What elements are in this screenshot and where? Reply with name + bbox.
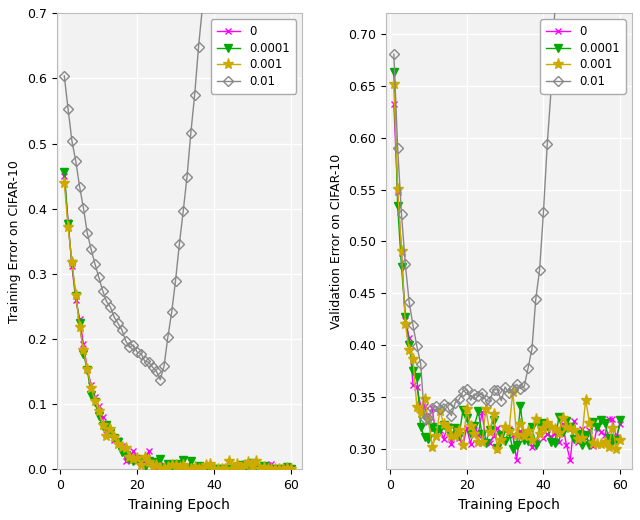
0.001 <box>390 81 397 87</box>
0.001 <box>118 444 125 450</box>
0.0001 <box>125 456 133 462</box>
0 <box>428 405 436 411</box>
0.01 <box>133 349 141 355</box>
Line: 0.001: 0.001 <box>388 78 626 454</box>
Y-axis label: Training Error on CIFAR-10: Training Error on CIFAR-10 <box>8 160 21 323</box>
0 <box>175 466 183 473</box>
0 <box>118 443 125 449</box>
0 <box>455 435 463 441</box>
0 <box>616 421 624 427</box>
0 <box>133 458 141 464</box>
0.0001 <box>455 433 463 439</box>
Y-axis label: Validation Error on CIFAR-10: Validation Error on CIFAR-10 <box>330 154 343 329</box>
0.001 <box>532 415 540 422</box>
0.001 <box>447 433 455 439</box>
0 <box>99 414 106 420</box>
0.01 <box>459 388 467 395</box>
0.0001 <box>99 423 106 429</box>
0.01 <box>118 327 125 333</box>
0.0001 <box>616 417 624 423</box>
0.001 <box>60 180 68 186</box>
Legend: 0, 0.0001, 0.001, 0.01: 0, 0.0001, 0.001, 0.01 <box>540 19 626 94</box>
Line: 0.01: 0.01 <box>61 0 294 383</box>
Line: 0: 0 <box>61 173 294 473</box>
0.0001 <box>206 464 214 470</box>
0.001 <box>137 461 145 467</box>
0 <box>532 439 540 446</box>
0.0001 <box>133 456 141 462</box>
0 <box>287 466 294 473</box>
0.001 <box>206 461 214 467</box>
0.001 <box>99 422 106 428</box>
0 <box>447 441 455 447</box>
0.01 <box>467 397 474 404</box>
0.0001 <box>467 431 474 437</box>
X-axis label: Training Epoch: Training Epoch <box>458 498 560 512</box>
0.01 <box>390 51 397 57</box>
0.001 <box>467 423 474 430</box>
0.0001 <box>60 169 68 175</box>
0.01 <box>451 399 459 406</box>
0.01 <box>420 416 428 422</box>
0.001 <box>455 427 463 434</box>
0.0001 <box>509 446 516 452</box>
0.01 <box>125 344 133 350</box>
0 <box>566 457 574 463</box>
Line: 0: 0 <box>390 100 623 464</box>
0 <box>206 466 214 473</box>
0.01 <box>99 288 106 294</box>
0 <box>137 460 145 466</box>
0.001 <box>428 444 436 450</box>
0.001 <box>175 466 183 473</box>
0.0001 <box>160 466 168 473</box>
0 <box>390 101 397 107</box>
0 <box>463 425 470 431</box>
0.0001 <box>536 424 543 430</box>
0.0001 <box>463 415 470 421</box>
0.01 <box>470 391 478 397</box>
0.01 <box>156 376 164 383</box>
0.01 <box>137 350 145 357</box>
0.0001 <box>390 69 397 75</box>
0.001 <box>133 454 141 461</box>
Line: 0.001: 0.001 <box>59 177 296 475</box>
0.001 <box>616 437 624 443</box>
0.001 <box>287 466 294 473</box>
0 <box>467 441 474 447</box>
0.001 <box>612 446 620 452</box>
0.01 <box>60 73 68 79</box>
0.01 <box>536 267 543 273</box>
Legend: 0, 0.0001, 0.001, 0.01: 0, 0.0001, 0.001, 0.01 <box>211 19 296 94</box>
0.01 <box>432 404 440 410</box>
0.0001 <box>137 458 145 464</box>
Line: 0.01: 0.01 <box>390 0 623 423</box>
X-axis label: Training Epoch: Training Epoch <box>129 498 230 512</box>
0.001 <box>463 406 470 412</box>
0 <box>125 454 133 460</box>
0.0001 <box>287 466 294 473</box>
Line: 0.0001: 0.0001 <box>390 68 625 453</box>
0.0001 <box>428 424 436 431</box>
Line: 0.0001: 0.0001 <box>60 168 295 474</box>
0 <box>60 173 68 179</box>
0.0001 <box>447 433 455 439</box>
0.0001 <box>118 448 125 454</box>
0.001 <box>125 454 133 460</box>
